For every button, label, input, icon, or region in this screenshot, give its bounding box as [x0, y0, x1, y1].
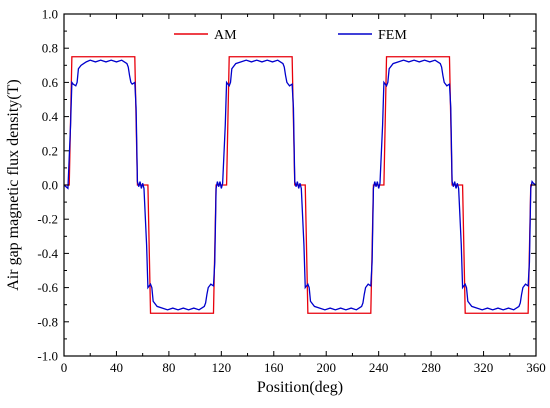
x-tick-label: 0: [61, 360, 68, 375]
series-line-fem: [64, 59, 536, 311]
y-tick-label: -1.0: [37, 349, 58, 364]
y-tick-label: -0.4: [37, 246, 58, 261]
x-tick-label: 120: [212, 360, 232, 375]
y-tick-label: 0.4: [42, 109, 59, 124]
y-tick-label: 0.2: [42, 143, 58, 158]
y-axis-label: Air gap magnetic flux density(T): [5, 79, 22, 291]
y-tick-label: 0.0: [42, 178, 58, 193]
y-tick-label: -0.2: [37, 212, 58, 227]
axis-ticks: [63, 13, 537, 357]
x-tick-label: 360: [526, 360, 546, 375]
x-tick-label: 40: [110, 360, 123, 375]
legend-label: FEM: [378, 28, 407, 43]
x-tick-label: 320: [474, 360, 494, 375]
x-tick-label: 200: [316, 360, 336, 375]
y-tick-label: 0.8: [42, 41, 58, 56]
legend: AM FEM: [174, 28, 407, 43]
y-tick-label: 0.6: [42, 75, 59, 90]
x-tick-label: 240: [369, 360, 389, 375]
x-tick-label: 280: [421, 360, 441, 375]
legend-item-am: AM: [174, 28, 237, 43]
y-tick-label: 1.0: [42, 7, 58, 22]
y-tick-label: -0.8: [37, 314, 58, 329]
x-tick-label: 80: [162, 360, 175, 375]
y-tick-label: -0.6: [37, 280, 58, 295]
plot-content: [64, 56, 536, 314]
legend-label: AM: [214, 28, 237, 43]
x-axis-label: Position(deg): [257, 379, 343, 396]
legend-item-fem: FEM: [338, 28, 407, 43]
tick-labels: 0 40 80 120 160 200 240 280 320 360 -1.0 -0.8 -0.6 -0…: [37, 7, 545, 376]
x-tick-label: 160: [264, 360, 284, 375]
